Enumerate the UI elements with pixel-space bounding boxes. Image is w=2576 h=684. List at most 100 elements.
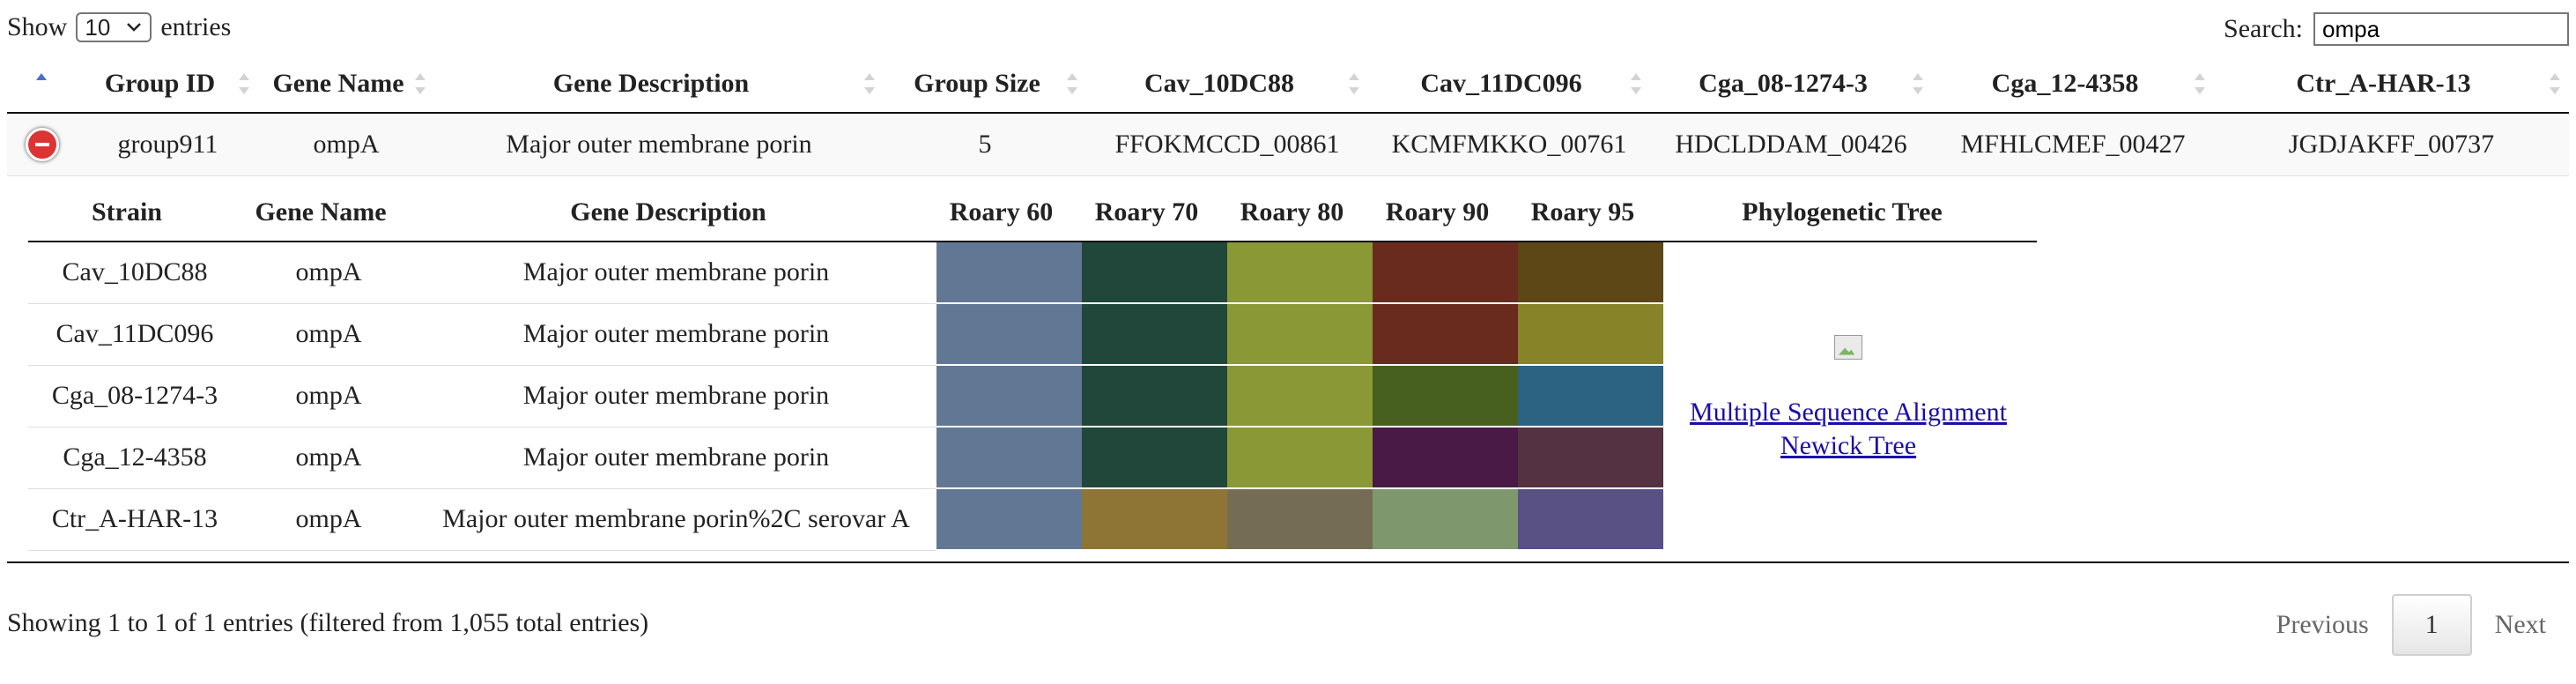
strain-gene-description: Major outer membrane porin%2C serovar A: [416, 488, 936, 551]
strain-row: Cav_10DC88 ompA Major outer membrane por…: [28, 242, 2037, 460]
strain-name: Cga_12-4358: [28, 427, 241, 489]
roary-70-swatch: [1082, 242, 1227, 304]
sort-icon: [2195, 72, 2207, 94]
roary-60-swatch: [936, 303, 1082, 366]
cell-cav-10dc88: FFOKMCCD_00861: [1086, 113, 1368, 176]
sort-icon: [1349, 72, 1361, 94]
search-input[interactable]: [2313, 12, 2569, 46]
strain-gene-description: Major outer membrane porin: [416, 303, 936, 366]
strain-gene-name: ompA: [241, 488, 416, 551]
pagination: Previous 1 Next: [2254, 594, 2569, 656]
roary-95-swatch: [1518, 242, 1663, 304]
detail-header-roary-60: Roary 60: [936, 183, 1082, 242]
strain-row: Cav_11DC096 ompA Major outer membrane po…: [28, 303, 2037, 366]
sort-icon: [239, 72, 251, 94]
detail-header-roary-95: Roary 95: [1518, 183, 1663, 242]
table-info: Showing 1 to 1 of 1 entries (filtered fr…: [7, 608, 649, 637]
detail-row: Strain Gene Name Gene Description Roary …: [7, 175, 2569, 563]
page-1-button[interactable]: 1: [2391, 594, 2472, 656]
column-header-control[interactable]: [7, 55, 78, 114]
entries-label: entries: [160, 12, 232, 41]
cell-cav-11dc096: KCMFMKKO_00761: [1368, 113, 1650, 176]
strain-gene-description: Major outer membrane porin: [416, 427, 936, 489]
column-header-cga-12-4358[interactable]: Cga_12-4358: [1932, 55, 2214, 114]
cell-group-id: group911: [78, 113, 258, 176]
column-header-group-id[interactable]: Group ID: [78, 55, 258, 114]
column-header-cav-10dc88[interactable]: Cav_10DC88: [1086, 55, 1368, 114]
strain-name: Ctr_A-HAR-13: [28, 488, 241, 551]
roary-90-swatch: [1373, 242, 1518, 304]
strain-gene-description: Major outer membrane porin: [416, 365, 936, 428]
broken-image-icon: [1834, 334, 1862, 360]
strain-row: Cga_12-4358 ompA Major outer membrane po…: [28, 427, 2037, 489]
sort-icon: [1631, 72, 1643, 94]
entries-select-value: 10: [85, 13, 111, 41]
search-control: Search:: [2224, 12, 2569, 46]
strain-name: Cav_11DC096: [28, 303, 241, 366]
roary-80-swatch: [1227, 488, 1373, 551]
column-header-cga-08-1274-3[interactable]: Cga_08-1274-3: [1650, 55, 1932, 114]
roary-90-swatch: [1373, 303, 1518, 366]
cell-group-size: 5: [884, 113, 1086, 176]
roary-95-swatch: [1518, 365, 1663, 428]
strain-gene-name: ompA: [241, 365, 416, 428]
tree-links: Multiple Sequence Alignment Newick Tree: [1663, 396, 2033, 463]
column-header-ctr-a-har-13[interactable]: Ctr_A-HAR-13: [2214, 55, 2569, 114]
table-header-row: Group ID Gene Name Gene Description Grou…: [7, 55, 2569, 114]
sort-icon: [415, 72, 427, 94]
roary-90-swatch: [1373, 365, 1518, 428]
search-label: Search:: [2224, 14, 2303, 43]
roary-60-swatch: [936, 365, 1082, 428]
chevron-down-icon: [127, 23, 142, 32]
column-header-gene-name[interactable]: Gene Name: [258, 55, 434, 114]
roary-95-swatch: [1518, 488, 1663, 551]
roary-70-swatch: [1082, 303, 1227, 366]
cell-cga-12-4358: MFHLCMEF_00427: [1932, 113, 2214, 176]
entries-length-control: Show 10 entries: [7, 12, 231, 42]
roary-70-swatch: [1082, 488, 1227, 551]
roary-90-swatch: [1373, 488, 1518, 551]
column-header-group-size[interactable]: Group Size: [884, 55, 1086, 114]
detail-header-gene-description: Gene Description: [416, 183, 936, 242]
strain-gene-name: ompA: [241, 427, 416, 489]
roary-70-swatch: [1082, 365, 1227, 428]
detail-panel: Strain Gene Name Gene Description Roary …: [11, 176, 2565, 561]
cell-cga-08-1274-3: HDCLDDAM_00426: [1650, 113, 1932, 176]
column-header-cav-11dc096[interactable]: Cav_11DC096: [1368, 55, 1650, 114]
roary-95-swatch: [1518, 427, 1663, 489]
roary-80-swatch: [1227, 427, 1373, 489]
detail-header-gene-name: Gene Name: [241, 183, 416, 242]
strain-gene-name: ompA: [241, 303, 416, 366]
strain-detail-table: Strain Gene Name Gene Description Roary …: [28, 183, 2037, 551]
sort-icon: [1067, 72, 1079, 94]
previous-button[interactable]: Previous: [2276, 610, 2369, 639]
cell-gene-description: Major outer membrane porin: [434, 113, 884, 176]
detail-header-row: Strain Gene Name Gene Description Roary …: [28, 183, 2037, 242]
collapse-row-button[interactable]: [7, 113, 78, 176]
roary-80-swatch: [1227, 365, 1373, 428]
minus-circle-icon: [26, 128, 59, 162]
strain-row: Cga_08-1274-3 ompA Major outer membrane …: [28, 365, 2037, 428]
detail-header-roary-90: Roary 90: [1373, 183, 1518, 242]
detail-header-roary-70: Roary 70: [1082, 183, 1227, 242]
strain-name: Cav_10DC88: [28, 242, 241, 304]
newick-tree-link[interactable]: Newick Tree: [1780, 430, 1917, 460]
strain-gene-description: Major outer membrane porin: [416, 242, 936, 304]
strain-row: Ctr_A-HAR-13 ompA Major outer membrane p…: [28, 488, 2037, 551]
cell-ctr-a-har-13: JGDJAKFF_00737: [2214, 113, 2569, 176]
next-button[interactable]: Next: [2494, 610, 2546, 639]
cell-gene-name: ompA: [258, 113, 434, 176]
roary-60-swatch: [936, 427, 1082, 489]
roary-60-swatch: [936, 488, 1082, 551]
msa-link[interactable]: Multiple Sequence Alignment: [1690, 397, 2007, 427]
detail-header-phylogenetic-tree: Phylogenetic Tree: [1663, 183, 2037, 242]
strain-name: Cga_08-1274-3: [28, 365, 241, 428]
sort-asc-icon: [36, 72, 48, 94]
sort-icon: [2550, 72, 2562, 94]
detail-header-roary-80: Roary 80: [1227, 183, 1373, 242]
sort-icon: [864, 72, 877, 94]
show-label: Show: [7, 12, 68, 41]
entries-select[interactable]: 10: [76, 12, 152, 42]
column-header-gene-description[interactable]: Gene Description: [434, 55, 884, 114]
